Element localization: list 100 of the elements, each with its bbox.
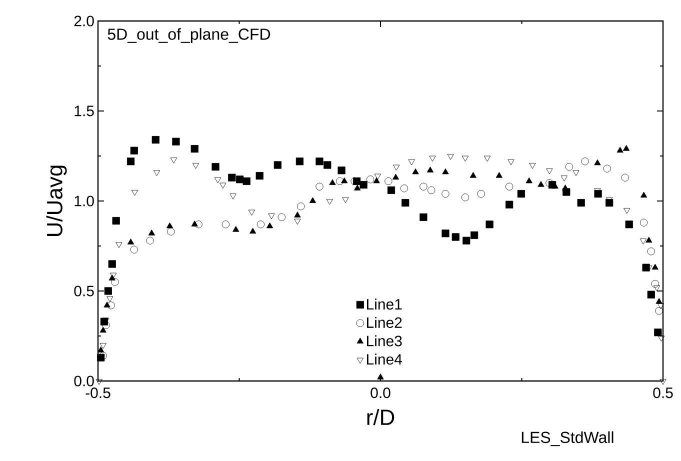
point <box>442 230 450 238</box>
point <box>256 220 265 228</box>
point <box>107 302 115 310</box>
point <box>98 346 104 352</box>
point <box>112 217 120 225</box>
point <box>656 298 662 304</box>
point <box>127 238 134 244</box>
point <box>400 184 408 192</box>
point <box>278 213 286 221</box>
point <box>508 159 514 166</box>
point <box>342 197 349 203</box>
point <box>126 158 135 166</box>
point <box>428 186 436 194</box>
point <box>190 145 198 153</box>
point <box>651 280 659 288</box>
point <box>640 238 647 244</box>
point <box>102 321 110 329</box>
point <box>130 146 138 154</box>
point <box>647 290 655 298</box>
point <box>148 230 155 236</box>
point <box>111 278 119 286</box>
text: LES_StdWall <box>522 431 614 446</box>
point <box>384 177 392 185</box>
point <box>96 379 102 385</box>
point <box>341 177 348 184</box>
point <box>316 158 324 166</box>
point <box>104 287 112 295</box>
point <box>152 136 160 144</box>
point <box>526 177 532 184</box>
point <box>316 182 324 190</box>
y-tick-label: 1.0 <box>74 196 94 206</box>
point <box>256 172 264 180</box>
point <box>657 303 664 310</box>
point <box>294 212 301 218</box>
point <box>624 208 630 214</box>
y-tick-label: 1.5 <box>74 106 94 116</box>
point <box>546 168 553 174</box>
point <box>654 328 662 336</box>
point <box>170 158 178 164</box>
point <box>484 156 491 162</box>
point <box>506 200 514 208</box>
point <box>647 248 655 256</box>
point <box>192 163 200 169</box>
point <box>622 145 630 151</box>
point <box>274 161 282 169</box>
point <box>652 264 658 270</box>
point <box>496 172 502 178</box>
point <box>166 222 174 228</box>
point <box>420 213 428 221</box>
point <box>572 170 580 176</box>
x-axis-title: r/D <box>367 408 394 426</box>
y-axis-title: U/Uavg <box>46 166 67 236</box>
point <box>366 176 374 184</box>
point <box>146 236 154 244</box>
point <box>660 379 666 385</box>
point <box>392 174 400 180</box>
point <box>230 194 236 200</box>
point <box>461 194 470 202</box>
point <box>462 156 469 162</box>
point <box>100 343 106 349</box>
point <box>581 158 589 166</box>
point <box>420 182 428 190</box>
point <box>462 236 470 244</box>
point <box>172 138 180 146</box>
legend-label: Line3 <box>366 335 402 346</box>
point <box>309 197 316 203</box>
point <box>236 176 244 184</box>
point <box>517 190 525 198</box>
point <box>153 170 160 176</box>
y-tick-label: 2.0 <box>74 16 94 26</box>
point <box>220 182 226 189</box>
point <box>442 168 449 174</box>
point <box>538 181 544 187</box>
point <box>329 179 336 185</box>
chart-title: 5D_out_of_plane_CFD <box>108 28 270 44</box>
point <box>191 220 198 226</box>
y-tick-label: 0.5 <box>74 286 94 296</box>
point <box>646 236 652 243</box>
legend-label: Line1 <box>366 298 402 310</box>
point <box>529 163 536 169</box>
point <box>552 182 558 189</box>
point <box>640 218 648 226</box>
point <box>324 161 332 169</box>
point <box>232 226 240 232</box>
point <box>442 190 450 198</box>
point <box>565 163 574 171</box>
point <box>106 296 114 302</box>
point <box>268 213 275 220</box>
point <box>167 228 175 236</box>
point <box>412 168 419 174</box>
point <box>130 246 138 254</box>
point <box>222 220 230 228</box>
point <box>212 163 220 171</box>
point <box>470 231 478 239</box>
point <box>297 202 305 210</box>
point <box>131 190 138 196</box>
point <box>616 146 624 153</box>
point <box>228 174 236 182</box>
point <box>560 176 568 182</box>
point <box>658 336 665 342</box>
